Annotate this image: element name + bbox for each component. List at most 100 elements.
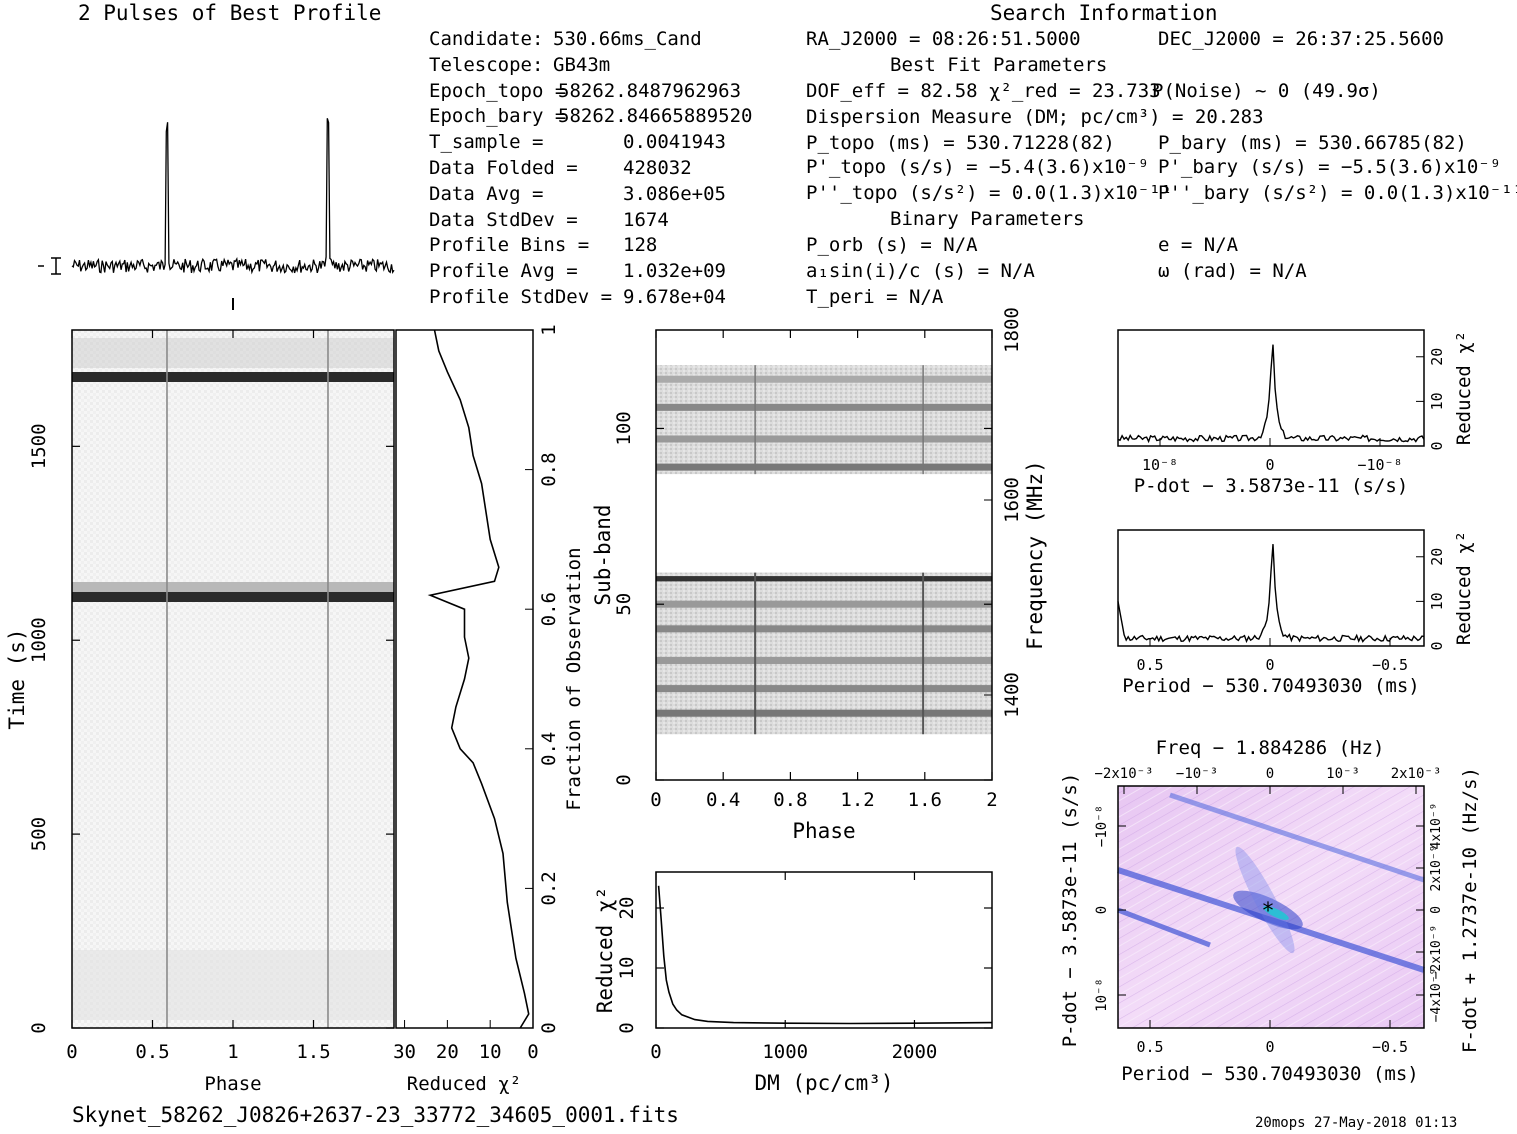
x-tick-label: −0.5	[1372, 1038, 1408, 1056]
timestamp-text: 20mops 27-May-2018 01:13	[1255, 1115, 1458, 1131]
phase-axis-title: Phase	[204, 1073, 261, 1095]
y-tick-label: −10⁻⁸	[1094, 805, 1110, 847]
frac-axis-title: Fraction of Observation	[563, 547, 585, 810]
info-value: 58262.84665889520	[558, 105, 753, 128]
frac-tick-label: 1	[538, 324, 560, 335]
info-label: Data Folded =	[429, 157, 578, 179]
dm-chi-axis-label: 0	[616, 1022, 638, 1033]
info-value: 530.66ms_Cand	[553, 28, 702, 50]
time-axis-label: 0	[28, 1022, 50, 1033]
info-label: Epoch_bary =	[429, 105, 567, 128]
sb-phase-axis-label: 0.8	[773, 789, 807, 811]
x-tick-label: 0	[1265, 456, 1274, 474]
pdtopo-text: P'_topo (s/s) = −5.4(3.6)x10⁻⁹	[806, 156, 1150, 178]
pnoise-text: P(Noise) ~ 0 (49.9σ)	[1152, 80, 1381, 102]
freq-title: Frequency (MHz)	[1023, 460, 1047, 650]
chi2-tick-label: 0	[527, 1041, 538, 1063]
sb-phase-axis-label: 0.4	[706, 789, 740, 811]
info-label: Profile StdDev =	[429, 286, 613, 308]
freq-tick-label: 1800	[1001, 307, 1023, 353]
sb-phase-title: Phase	[792, 819, 855, 843]
subband-row	[656, 625, 992, 633]
y2-tick-label: −2x10⁻⁹	[1429, 925, 1444, 980]
g-pdot-line	[1117, 344, 1425, 444]
g-pdot-frame	[1117, 329, 1425, 447]
ppd-peak-glow	[1235, 846, 1295, 954]
time-axis-label: 500	[28, 817, 50, 851]
ecc-text: e = N/A	[1158, 234, 1239, 256]
y2-tick-label: 2x10⁻⁹	[1429, 845, 1444, 892]
period-pdot-plot: * 0.5 0 −0.5 Period − 530.70493030 (ms) −2x10…	[1059, 737, 1481, 1085]
x-axis-title: P-dot − 3.5873e-11 (s/s)	[1134, 475, 1409, 497]
info-label: Profile Avg =	[429, 260, 578, 283]
sb-phase-axis-label: 0	[650, 789, 661, 811]
subband-axis-label: 100	[613, 411, 635, 445]
filename-text: Skynet_58262_J0826+2637-23_33772_34605_0…	[72, 1103, 679, 1127]
y-tick-label: 10	[1428, 592, 1446, 610]
pbary-text: P_bary (ms) = 530.66785(82)	[1158, 132, 1467, 154]
info-label: Profile Bins =	[429, 234, 590, 257]
g-period-frame	[1117, 529, 1425, 647]
info-label: T_sample =	[429, 131, 544, 154]
info-label: Data StdDev =	[429, 208, 578, 231]
sb-phase-axis-label: 1.6	[908, 789, 942, 811]
subband-frame	[655, 329, 993, 781]
y-tick-label: 20	[1428, 348, 1446, 366]
y-tick-label: 10	[1428, 392, 1446, 410]
ppd-title: Freq − 1.884286 (Hz)	[1156, 737, 1385, 759]
subband-row	[656, 435, 992, 443]
info-value: 1674	[623, 208, 669, 231]
profile-title: 2 Pulses of Best Profile	[78, 1, 382, 25]
dm-chi-axis-label: 20	[616, 897, 638, 920]
subband-title: Sub-band	[591, 504, 615, 605]
tperi-text: T_peri = N/A	[806, 286, 944, 308]
info-value: GB43m	[553, 53, 611, 76]
dof-text: DOF_eff = 82.58 χ²_red = 23.733	[806, 80, 1161, 102]
pdbary-text: P'_bary (s/s) = −5.5(3.6)x10⁻⁹	[1158, 156, 1502, 178]
time-band	[72, 950, 394, 1020]
y-tick-label: 20	[1428, 548, 1446, 566]
phase-axis-label: 1.5	[296, 1041, 330, 1063]
binary-title: Binary Parameters	[890, 208, 1085, 230]
y2-tick-label: 4x10⁻⁹	[1429, 803, 1444, 850]
info-value: 1.032e+09	[623, 260, 726, 283]
y-tick-label: 0	[1428, 641, 1446, 650]
y-tick-label: 0	[1428, 441, 1446, 450]
info-value: 428032	[623, 157, 692, 179]
ra-text: RA_J2000 = 08:26:51.5000	[806, 28, 1081, 50]
subband-block	[656, 365, 992, 475]
x-tick-label: −10⁻⁸	[1357, 456, 1402, 474]
y-axis-title: Reduced χ²	[1453, 331, 1475, 445]
y-tick-label: 0	[1094, 906, 1110, 914]
y2-tick-label: −4x10⁻⁹	[1429, 968, 1444, 1023]
subband-phase-plot: 0 0.4 0.8 1.2 1.6 2 Phase 0 50 100 Sub-band 1400 160…	[591, 307, 1047, 843]
frac-tick-label: 0.4	[538, 732, 560, 766]
x2-tick-label: 0	[1266, 766, 1274, 782]
pddtopo-text: P''_topo (s/s²) = 0.0(1.3)x10⁻¹¹	[806, 182, 1173, 204]
sb-phase-axis-label: 1.2	[840, 789, 874, 811]
info-label: Candidate:	[429, 28, 544, 50]
phase-axis-label: 1	[227, 1041, 238, 1063]
info-value: 58262.8487962963	[558, 79, 742, 102]
time-axis-title: Time (s)	[5, 628, 29, 729]
pddbary-text: P''_bary (s/s²) = 0.0(1.3)x10⁻¹¹	[1158, 182, 1517, 204]
y2-tick-label: 0	[1429, 906, 1444, 914]
frac-tick-label: 0	[538, 1022, 560, 1033]
ppd-ridge	[1169, 792, 1425, 883]
info-value: 0.0041943	[623, 131, 726, 154]
subband-row	[656, 656, 992, 664]
time-phase-plot: 0 0.5 1 1.5 Phase 0 500 1000 1500 Time (s)	[5, 329, 395, 1095]
subband-row	[656, 463, 992, 471]
time-axis-label: 1000	[28, 617, 50, 663]
ppd-frame	[1117, 785, 1425, 1029]
time-dark-row	[72, 372, 394, 382]
subband-row	[656, 403, 992, 411]
x-tick-label: 0	[1265, 656, 1274, 674]
freq-tick-label: 1600	[1001, 477, 1023, 523]
ppd-ridge	[1117, 907, 1211, 948]
info-value: 9.678e+04	[623, 286, 726, 308]
phase-axis-label: 0	[66, 1041, 77, 1063]
dm-axis-label: 0	[650, 1041, 661, 1063]
chi2-axis-title: Reduced χ²	[407, 1073, 521, 1095]
